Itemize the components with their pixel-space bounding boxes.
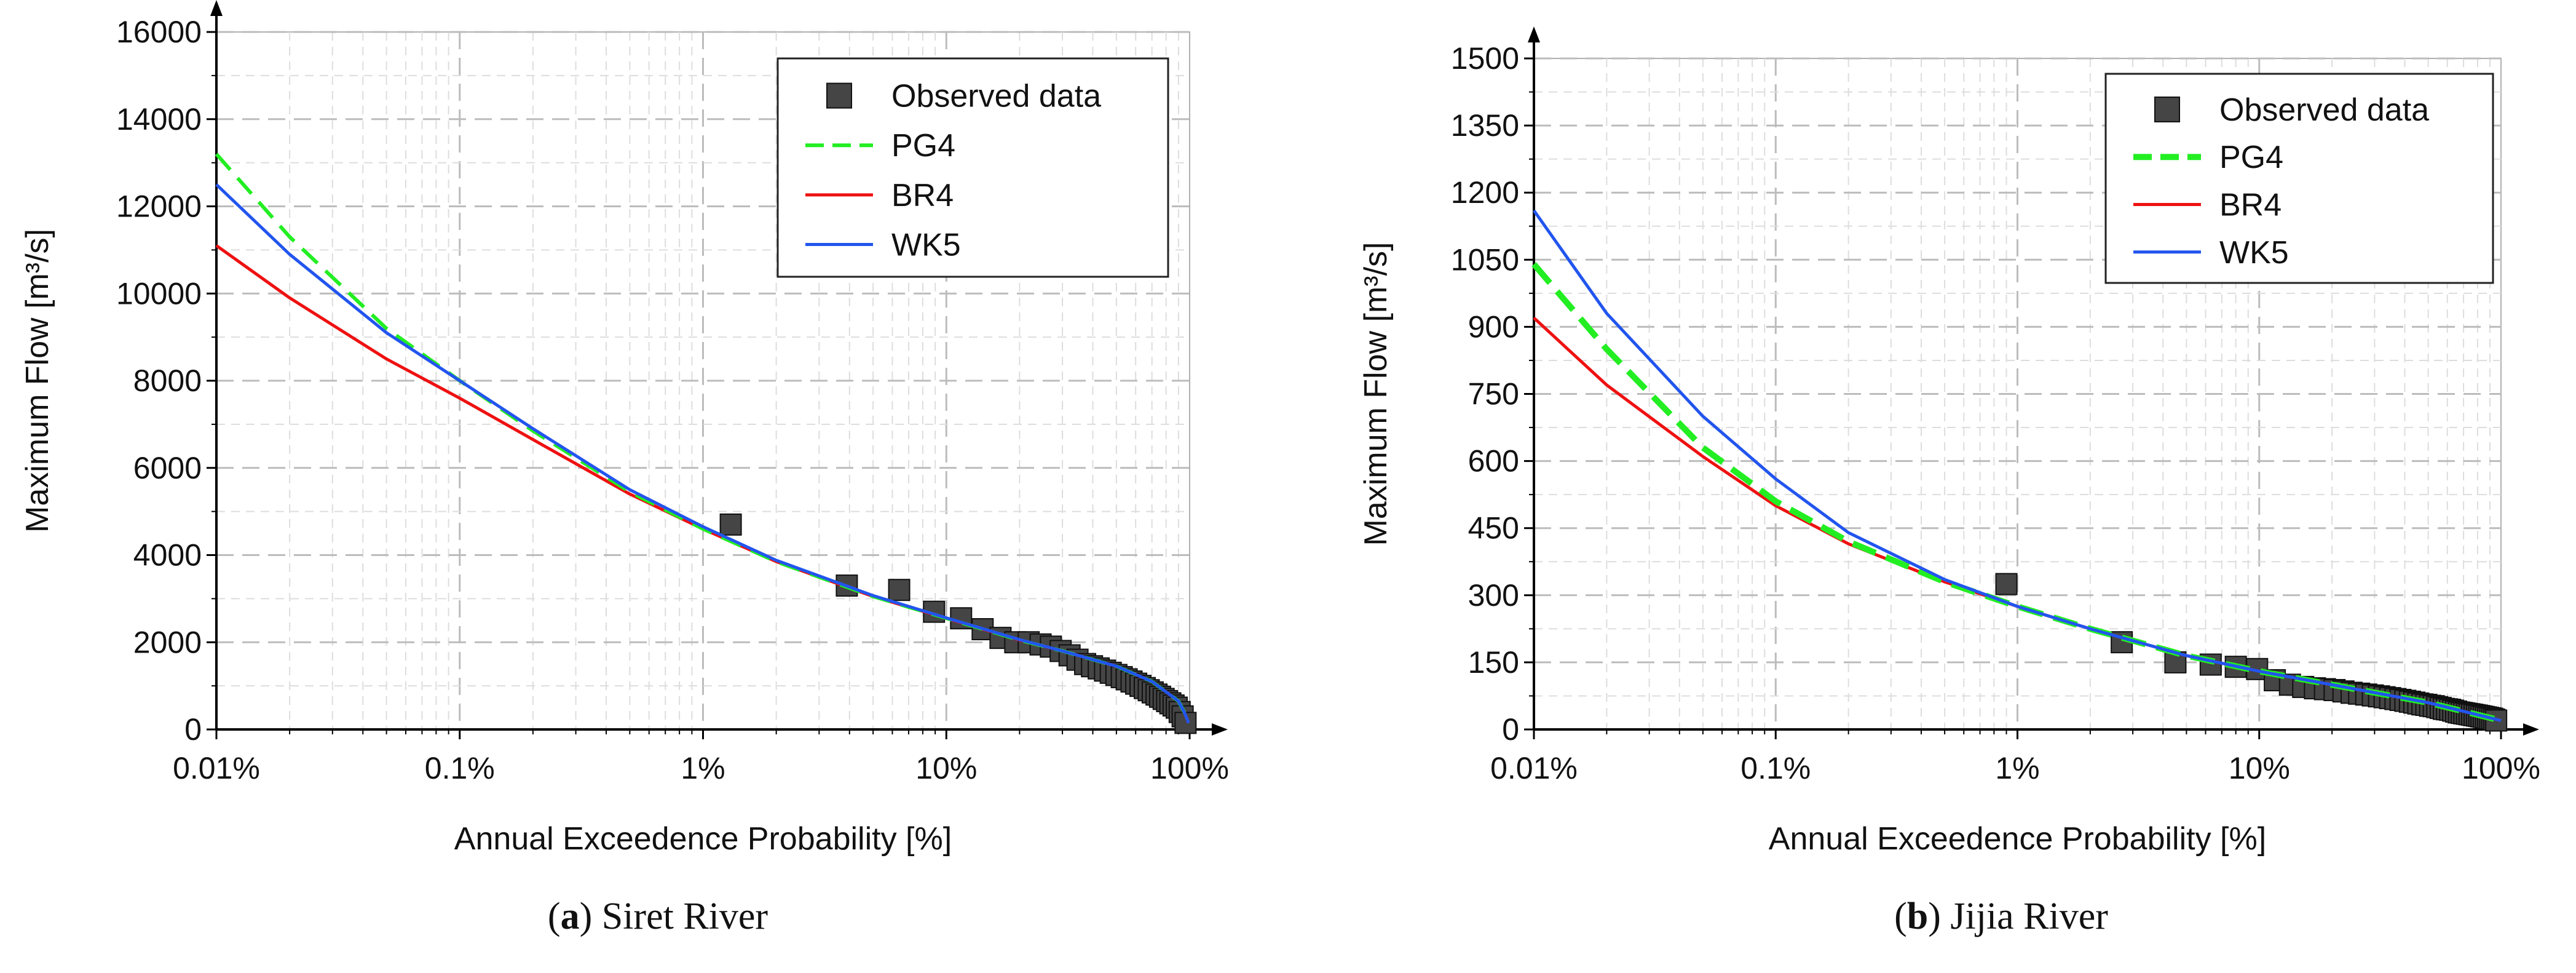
y-tick-label: 4000 xyxy=(133,538,202,573)
observed-point xyxy=(719,513,742,536)
observed-point xyxy=(888,579,911,602)
x-tick-label: 1% xyxy=(681,751,725,785)
legend-label-br4: BR4 xyxy=(891,178,954,213)
y-tick-label: 150 xyxy=(1468,645,1519,680)
caption-open-paren: ( xyxy=(1894,896,1907,937)
caption-letter: a xyxy=(561,896,580,937)
series-line-wk5 xyxy=(1532,209,2502,722)
chart-panel-b: 0.01% 0.1% 1% 10% 100% 0 150 300 450 600 750 900 105… xyxy=(1358,26,2540,937)
legend-label-br4: BR4 xyxy=(2219,188,2282,223)
y-axis-title: Maximum Flow [m³/s] xyxy=(1358,242,1394,546)
x-tick-label: 100% xyxy=(1150,751,1229,785)
legend-label-pg4: PG4 xyxy=(2219,140,2283,175)
y-tick-label: 750 xyxy=(1468,377,1519,411)
x-tick-label: 0.1% xyxy=(1740,751,1811,785)
chart-panel-a: 0.01% 0.1% 1% 10% 100% 0 2000 4000 6000 8000 10000… xyxy=(20,0,1229,937)
axes: 0.01% 0.1% 1% 10% 100% 0 2000 4000 6000 8000 10000… xyxy=(116,0,1229,785)
legend-label-wk5: WK5 xyxy=(2219,235,2289,271)
y-tick-label: 1500 xyxy=(1451,41,1519,76)
y-tick-label: 16000 xyxy=(116,15,202,49)
x-tick-label: 100% xyxy=(2462,751,2540,785)
y-tick-label: 2000 xyxy=(133,625,202,659)
x-tick-label: 0.01% xyxy=(173,751,260,785)
y-tick-label: 14000 xyxy=(116,102,202,137)
y-tick-label: 1350 xyxy=(1451,108,1519,143)
legend: Observed data PG4 BR4 WK5 xyxy=(776,57,1169,278)
legend-label-wk5: WK5 xyxy=(891,228,961,263)
y-tick-label: 10000 xyxy=(116,276,202,311)
legend-marker-observed xyxy=(2154,96,2180,122)
y-tick-label: 450 xyxy=(1468,511,1519,546)
y-tick-label: 0 xyxy=(184,712,202,747)
y-tick-label: 12000 xyxy=(116,189,202,224)
legend-marker-observed xyxy=(826,82,852,109)
observed-point xyxy=(1995,573,2018,595)
x-axis-arrow xyxy=(1212,723,1228,736)
y-tick-label: 1050 xyxy=(1451,242,1519,277)
y-axis-arrow xyxy=(1528,26,1540,42)
y-tick-label: 300 xyxy=(1468,578,1519,613)
x-axis-title: Annual Exceedence Probability [%] xyxy=(454,821,952,857)
y-tick-label: 600 xyxy=(1468,444,1519,479)
caption-text: ) Jijia River xyxy=(1928,896,2108,937)
legend-label-pg4: PG4 xyxy=(891,128,955,164)
y-tick-label: 8000 xyxy=(133,363,202,398)
x-axis-arrow xyxy=(2523,723,2539,736)
series-line-wk5 xyxy=(215,183,1190,724)
axes: 0.01% 0.1% 1% 10% 100% 0 150 300 450 600 750 900 105… xyxy=(1451,26,2540,785)
y-tick-label: 900 xyxy=(1468,309,1519,344)
legend-label-observed: Observed data xyxy=(2219,92,2429,128)
legend: Observed data PG4 BR4 WK5 xyxy=(2104,73,2494,284)
caption-text: ) Siret River xyxy=(580,896,768,937)
x-tick-label: 0.1% xyxy=(425,751,495,785)
x-tick-label: 1% xyxy=(1995,751,2039,785)
x-tick-label: 0.01% xyxy=(1490,751,1578,785)
caption-open-paren: ( xyxy=(548,896,561,937)
figure-caption: (b) Jijia River xyxy=(1894,896,2108,937)
y-tick-label: 6000 xyxy=(133,451,202,485)
y-axis-title: Maximum Flow [m³/s] xyxy=(20,229,55,533)
x-tick-label: 10% xyxy=(915,751,977,785)
y-tick-label: 1200 xyxy=(1451,175,1519,210)
y-tick-label: 0 xyxy=(1502,712,1519,747)
x-axis-title: Annual Exceedence Probability [%] xyxy=(1769,821,2266,857)
y-axis-arrow xyxy=(210,0,223,16)
figure-caption: (a) Siret River xyxy=(548,896,768,937)
legend-label-observed: Observed data xyxy=(891,79,1101,114)
caption-letter: b xyxy=(1907,896,1928,937)
x-tick-label: 10% xyxy=(2229,751,2290,785)
